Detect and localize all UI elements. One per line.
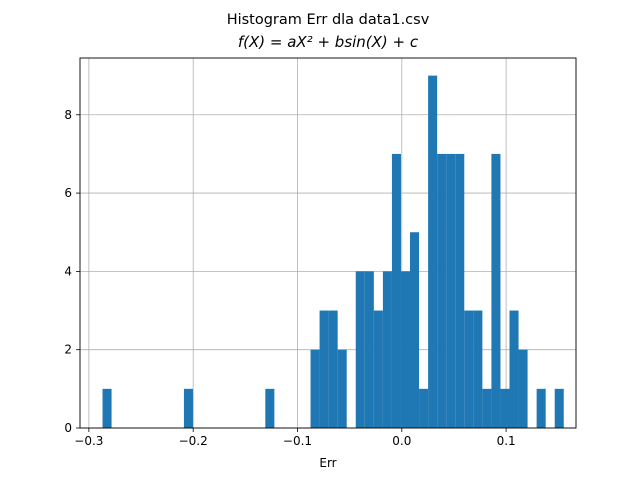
histogram-bar — [428, 75, 438, 428]
histogram-bar — [391, 153, 401, 429]
histogram-bar — [437, 153, 447, 429]
histogram-bar — [419, 388, 429, 428]
histogram-bar — [518, 349, 528, 428]
histogram-bar — [355, 271, 365, 428]
y-tick-label: 2 — [64, 343, 72, 357]
histogram-bar — [319, 310, 329, 428]
histogram-bar — [310, 349, 320, 428]
chart-title: Histogram Err dla data1.csv — [227, 12, 430, 28]
histogram-bar — [373, 310, 383, 428]
histogram-bar — [183, 388, 193, 428]
histogram-bar — [536, 388, 546, 428]
chart-formula: f(X) = aX² + bsin(X) + c — [238, 33, 419, 51]
histogram-bar — [364, 271, 374, 428]
histogram-bar — [446, 153, 456, 429]
histogram-bar — [491, 153, 501, 429]
y-tick-label: 0 — [64, 421, 72, 435]
x-axis-ticks: −0.3 −0.2 −0.1 0.0 0.1 — [74, 428, 516, 448]
x-tick-label: 0.0 — [392, 434, 411, 448]
y-axis-ticks: 0 2 4 6 8 — [64, 108, 80, 435]
x-tick-label: −0.3 — [74, 434, 103, 448]
histogram-bar — [509, 310, 519, 428]
histogram-bar — [382, 271, 392, 428]
histogram-bar — [400, 271, 411, 428]
histogram-bar — [410, 232, 420, 428]
x-axis-label: Err — [319, 456, 336, 470]
histogram-bar — [455, 153, 465, 429]
x-tick-label: 0.1 — [497, 434, 516, 448]
x-tick-label: −0.2 — [179, 434, 208, 448]
plot-frame — [79, 57, 577, 429]
histogram-bars — [102, 75, 564, 429]
x-tick-label: −0.1 — [283, 434, 312, 448]
histogram-bar — [337, 349, 347, 428]
histogram-bar — [328, 310, 338, 428]
y-tick-label: 6 — [64, 186, 72, 200]
histogram-bar — [500, 388, 510, 428]
histogram-bar — [464, 310, 474, 428]
y-tick-label: 8 — [64, 108, 72, 122]
histogram-bar — [473, 310, 483, 428]
histogram-bar — [482, 388, 492, 428]
histogram-bar — [102, 388, 112, 428]
histogram-bar — [265, 388, 275, 428]
histogram-bar — [554, 388, 564, 428]
y-tick-label: 4 — [64, 264, 72, 278]
